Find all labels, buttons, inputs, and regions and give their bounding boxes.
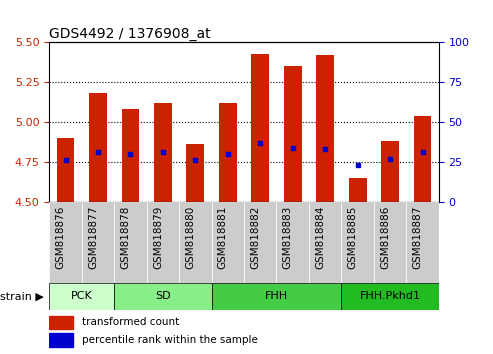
Point — [159, 150, 167, 155]
Text: GSM818882: GSM818882 — [250, 206, 260, 269]
Text: FHH.Pkhd1: FHH.Pkhd1 — [359, 291, 421, 302]
Text: percentile rank within the sample: percentile rank within the sample — [82, 335, 258, 345]
Point — [62, 158, 70, 163]
Bar — [211, 283, 341, 310]
Bar — [114, 283, 211, 310]
Bar — [251, 54, 269, 202]
Text: GSM818881: GSM818881 — [218, 206, 228, 269]
Text: GSM818883: GSM818883 — [282, 206, 293, 269]
Bar — [406, 202, 439, 283]
Point — [127, 151, 135, 157]
Bar — [341, 202, 374, 283]
Text: strain ▶: strain ▶ — [0, 291, 44, 302]
Bar — [147, 202, 179, 283]
Bar — [49, 202, 82, 283]
Point — [94, 150, 102, 155]
Point — [353, 162, 361, 168]
Bar — [284, 67, 302, 202]
Text: GSM818880: GSM818880 — [185, 206, 195, 269]
Text: GDS4492 / 1376908_at: GDS4492 / 1376908_at — [49, 28, 211, 41]
Bar — [49, 283, 114, 310]
Bar — [154, 103, 172, 202]
Bar — [179, 202, 211, 283]
Text: GSM818878: GSM818878 — [120, 206, 131, 269]
Bar — [277, 202, 309, 283]
Bar — [374, 202, 406, 283]
Text: GSM818876: GSM818876 — [56, 206, 66, 269]
Bar — [381, 141, 399, 202]
Bar — [49, 316, 72, 329]
Text: GSM818884: GSM818884 — [315, 206, 325, 269]
Point — [224, 151, 232, 157]
Bar — [309, 202, 341, 283]
Text: GSM818886: GSM818886 — [380, 206, 390, 269]
Bar — [341, 283, 439, 310]
Point — [386, 156, 394, 161]
Bar — [49, 333, 72, 347]
Bar — [349, 178, 367, 202]
Text: GSM818887: GSM818887 — [413, 206, 423, 269]
Bar — [219, 103, 237, 202]
Bar — [114, 202, 147, 283]
Bar — [57, 138, 74, 202]
Point — [289, 145, 297, 150]
Bar — [211, 202, 244, 283]
Bar — [121, 109, 140, 202]
Text: FHH: FHH — [265, 291, 288, 302]
Text: SD: SD — [155, 291, 171, 302]
Bar — [244, 202, 277, 283]
Bar — [186, 144, 204, 202]
Bar — [414, 116, 431, 202]
Text: GSM818877: GSM818877 — [88, 206, 98, 269]
Text: GSM818879: GSM818879 — [153, 206, 163, 269]
Bar — [316, 55, 334, 202]
Text: PCK: PCK — [71, 291, 93, 302]
Bar — [82, 202, 114, 283]
Text: GSM818885: GSM818885 — [348, 206, 357, 269]
Point — [321, 146, 329, 152]
Point — [419, 150, 426, 155]
Bar — [89, 93, 107, 202]
Point — [256, 140, 264, 145]
Point — [191, 158, 199, 163]
Text: transformed count: transformed count — [82, 318, 179, 327]
